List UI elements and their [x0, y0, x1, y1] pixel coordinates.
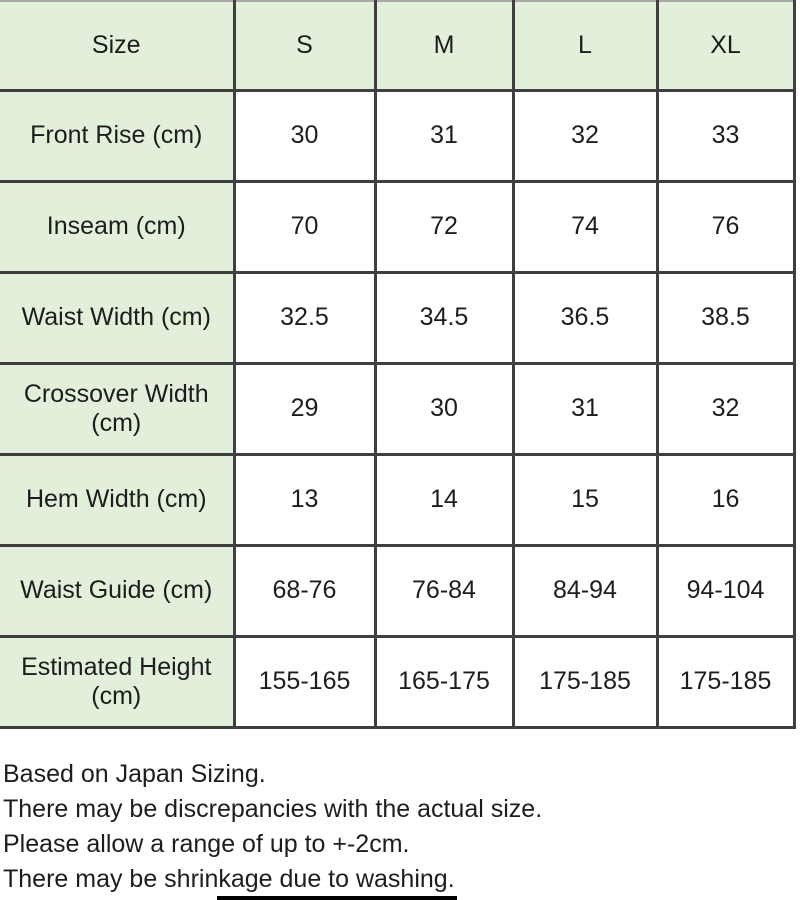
value-cell: 14	[373, 452, 515, 547]
value-cell: 29	[232, 361, 377, 456]
header-row: Size S M L XL	[0, 1, 796, 92]
note-line-japan-sizing: Based on Japan Sizing.	[3, 759, 266, 788]
header-cell-l: L	[511, 1, 659, 92]
value-cell: 31	[373, 88, 515, 183]
table-row: Crossover Width (cm) 29 30 31 32	[0, 361, 796, 456]
note-line-shrinkage: There may be shrinkage due to washing.	[3, 864, 455, 893]
value-cell: 165-175	[373, 634, 515, 729]
table-row: Front Rise (cm) 30 31 32 33	[0, 88, 796, 183]
value-cell: 68-76	[232, 543, 377, 638]
value-cell: 70	[232, 179, 377, 274]
header-cell-size: Size	[0, 1, 236, 92]
size-chart-body: Front Rise (cm) 30 31 32 33 Inseam (cm) 70 72 74…	[0, 88, 796, 729]
value-cell: 30	[373, 361, 515, 456]
row-label-cell: Waist Guide (cm)	[0, 543, 236, 638]
row-label-cell: Front Rise (cm)	[0, 88, 236, 183]
value-cell: 13	[232, 452, 377, 547]
header-cell-s: S	[232, 1, 377, 92]
value-cell: 72	[373, 179, 515, 274]
value-cell: 175-185	[511, 634, 659, 729]
table-row: Waist Guide (cm) 68-76 76-84 84-94 94-104	[0, 543, 796, 638]
value-cell: 34.5	[373, 270, 515, 365]
value-cell: 32	[655, 361, 796, 456]
header-cell-xl: XL	[655, 1, 796, 92]
value-cell: 155-165	[232, 634, 377, 729]
row-label-cell: Inseam (cm)	[0, 179, 236, 274]
value-cell: 30	[232, 88, 377, 183]
value-cell: 32	[511, 88, 659, 183]
note-line-range: Please allow a range of up to +-2cm.	[3, 829, 410, 858]
value-cell: 36.5	[511, 270, 659, 365]
value-cell: 15	[511, 452, 659, 547]
value-cell: 38.5	[655, 270, 796, 365]
value-cell: 31	[511, 361, 659, 456]
table-row: Waist Width (cm) 32.5 34.5 36.5 38.5	[0, 270, 796, 365]
value-cell: 76	[655, 179, 796, 274]
table-row: Inseam (cm) 70 72 74 76	[0, 179, 796, 274]
size-chart-table: Size S M L XL Front Rise (cm) 30 31 32 33 Inseam …	[0, 0, 796, 729]
value-cell: 76-84	[373, 543, 515, 638]
table-row: Estimated Height (cm) 155-165 165-175 175-1…	[0, 634, 796, 729]
row-label-cell: Waist Width (cm)	[0, 270, 236, 365]
bottom-cropped-bar	[217, 896, 457, 900]
value-cell: 175-185	[655, 634, 796, 729]
value-cell: 32.5	[232, 270, 377, 365]
value-cell: 84-94	[511, 543, 659, 638]
value-cell: 94-104	[655, 543, 796, 638]
header-cell-m: M	[373, 1, 515, 92]
value-cell: 74	[511, 179, 659, 274]
row-label-cell: Hem Width (cm)	[0, 452, 236, 547]
row-label-cell: Estimated Height (cm)	[0, 634, 236, 729]
value-cell: 16	[655, 452, 796, 547]
table-row: Hem Width (cm) 13 14 15 16	[0, 452, 796, 547]
sizing-notes: Based on Japan Sizing. There may be disc…	[3, 757, 800, 897]
row-label-cell: Crossover Width (cm)	[0, 361, 236, 456]
value-cell: 33	[655, 88, 796, 183]
note-line-discrepancies: There may be discrepancies with the actu…	[3, 794, 543, 823]
